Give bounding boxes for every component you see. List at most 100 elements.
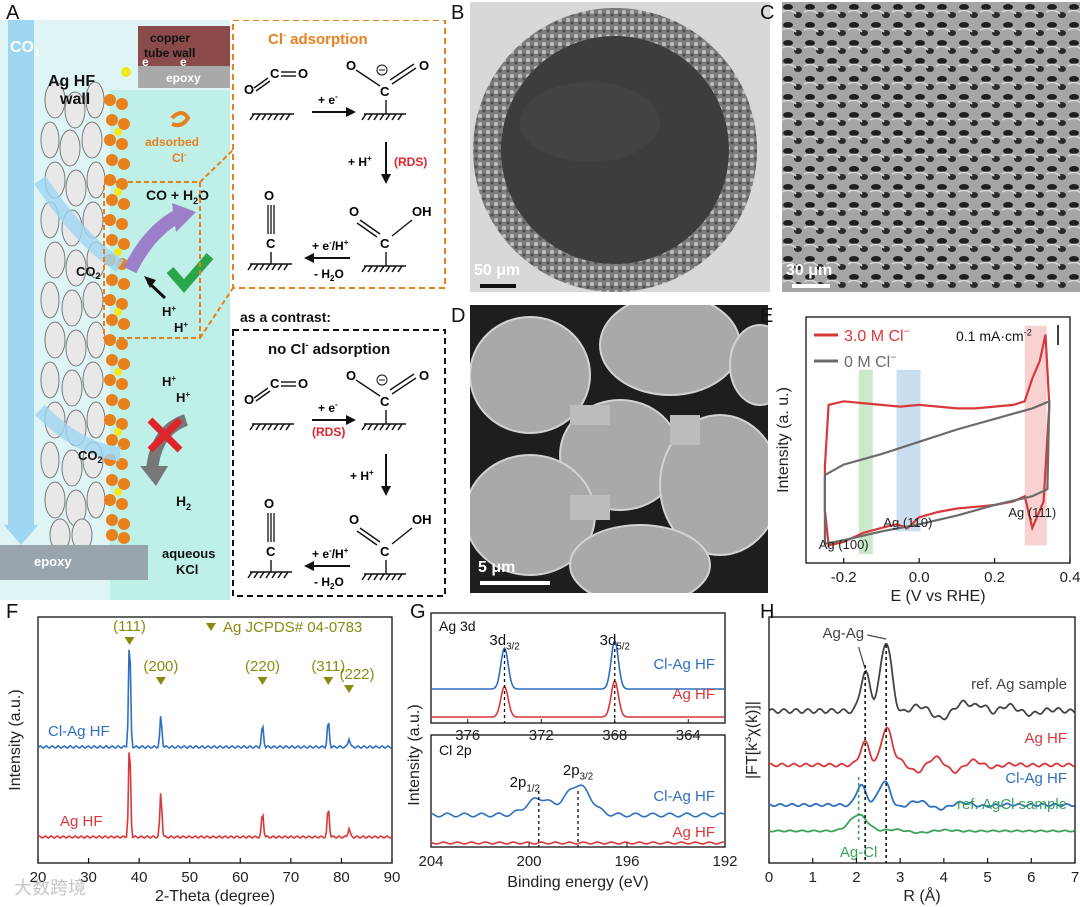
series-label-g-bot-0: Cl-Ag HF (653, 788, 715, 805)
band-ag111 (1024, 325, 1047, 546)
step-eh-1: + e-/H+ (312, 238, 349, 253)
xlabel-f: 2-Theta (degree) (155, 888, 275, 905)
xtick-label-h-6: 6 (1027, 869, 1035, 886)
xtick-label-e-1: 0.0 (909, 569, 930, 586)
electron-label-2: e (180, 55, 187, 69)
series-f-1 (37, 752, 393, 839)
rds-label-2: (RDS) (312, 425, 345, 439)
epoxy-bottom-label: epoxy (34, 554, 72, 569)
xtick-label-g-top-2: 368 (602, 727, 627, 744)
svg-text:C: C (270, 66, 280, 81)
scale-label-c: 30 μm (786, 262, 833, 279)
series-label-g-top-0: Cl-Ag HF (653, 656, 715, 673)
annot-e-2: Ag (111) (1008, 505, 1056, 520)
rds-label-1: (RDS) (394, 155, 427, 169)
step-h-2: + H+ (350, 468, 374, 483)
legend-label-e-1: 0 M Cl− (844, 353, 896, 371)
co-h2o-label: CO + H2O (146, 187, 209, 206)
xtick-label-f-3: 50 (181, 869, 198, 886)
chart-f: Cl-Ag HF Ag HF (111) (200) (220) (311)(222) Ag… (7, 616, 401, 905)
peak-label-g-bot-0: 2p1/2 (510, 774, 540, 795)
xtick-label-f-5: 70 (283, 869, 300, 886)
svg-text:O: O (264, 188, 274, 203)
cooh-radical-2: O O C (346, 368, 429, 424)
xtick-label-e-0: -0.2 (831, 569, 857, 586)
hplus-label-2: H+ (174, 320, 188, 335)
series-h-3 (768, 813, 1075, 835)
peak-marker-f-0 (124, 637, 135, 645)
xlabel-e: E (V vs RHE) (890, 588, 985, 605)
annot-e-1: Ag (110) (883, 515, 932, 530)
series-g-top-0 (431, 639, 725, 690)
scale-label-d: 5 μm (478, 559, 516, 576)
xtick-label-f-7: 90 (384, 869, 401, 886)
panel-label-f: F (6, 601, 19, 623)
peak-label-f-3: (311) (311, 658, 345, 675)
series-e-1 (823, 399, 1051, 546)
panel-a-schematic: CO2 copper tube wall epoxy e e (0, 20, 446, 600)
peak-label-f-0: (111) (113, 618, 146, 635)
co2-label-top: CO2 (10, 39, 40, 59)
panel-label-e: E (760, 305, 774, 327)
title-g-top: Ag 3d (439, 618, 476, 634)
plot-frame-h (768, 616, 1076, 864)
series-g-top-1 (431, 679, 725, 718)
series-label-f-0: Cl-Ag HF (48, 723, 110, 740)
band-ag110 (896, 369, 921, 532)
annot-arrow-h-1 (867, 634, 887, 640)
copper-wall-label-1: copper (150, 31, 190, 45)
xtick-label-h-0: 0 (765, 869, 773, 886)
svg-text:O: O (349, 512, 359, 527)
series-label-h-0: ref. Ag sample (971, 676, 1067, 693)
xtick-label-g-bot-3: 192 (712, 853, 737, 870)
series-label-f-1: Ag HF (60, 813, 103, 830)
series-h-1 (768, 726, 1075, 774)
peak-label-g-bot-1: 2p3/2 (563, 762, 593, 783)
series-h-0 (768, 642, 1076, 721)
svg-text:OH: OH (412, 204, 432, 219)
scale-bar-c (792, 284, 830, 288)
surface-hatch-1 (249, 113, 294, 121)
xtick-label-h-4: 4 (940, 869, 948, 886)
xtick-label-h-2: 2 (852, 869, 860, 886)
ag-hf-wall-label-1: Ag HF (48, 73, 95, 90)
hplus-label-4: H+ (176, 390, 190, 405)
legend-marker-f (206, 623, 216, 631)
svg-text:O: O (264, 496, 274, 511)
xlabel-g: Binding energy (eV) (507, 874, 648, 891)
aqueous-label-1: aqueous (162, 546, 215, 561)
annot-e-0: Ag (100) (819, 537, 869, 552)
scheme-bottom-title: no Cl- adsorption (268, 340, 390, 358)
plot-frame-g-top (430, 612, 726, 724)
ag-hf-wall-label-2: wall (59, 91, 90, 108)
xtick-label-g-bot-0: 204 (418, 853, 443, 870)
panel-label-d: D (451, 305, 466, 327)
svg-text:C: C (270, 376, 280, 391)
svg-text:C: C (380, 84, 390, 99)
contrast-label: as a contrast: (240, 309, 331, 325)
peak-marker-f-1 (155, 677, 166, 685)
legend-label-f: Ag JCPDS# 04-0783 (223, 619, 362, 636)
band-ag100 (858, 369, 873, 555)
step-h2o-2: - H2O (314, 575, 344, 591)
scale-label-b: 50 μm (474, 262, 521, 279)
h2-label: H2 (176, 493, 191, 512)
svg-text:O: O (419, 58, 429, 73)
scale-bar-d (480, 581, 550, 585)
series-label-g-top-1: Ag HF (672, 686, 715, 703)
electron-label-1: e (142, 55, 149, 69)
chart-e: -0.2 0.0 0.2 0.4 E (V vs RHE) Intensity (a. u… (775, 316, 1080, 605)
ylabel-h: |FT[k3χ(k)]| (745, 701, 761, 779)
panel-label-c: C (760, 2, 775, 24)
co2-label-lower: CO2 (78, 448, 103, 465)
scheme-top-title: Cl- adsorption (268, 30, 368, 48)
co2-molecule-1: O C O (244, 66, 308, 97)
peak-label-f-4: (222) (339, 666, 374, 683)
sem-image-b: 50 μm (470, 2, 770, 292)
sem-image-d: 5 μm (470, 305, 768, 593)
cooh-molecule-2: O C OH (349, 512, 432, 574)
xtick-label-f-6: 80 (333, 869, 350, 886)
step-eh-2: + e-/H+ (312, 546, 349, 561)
watermark: 大数跨境 (14, 878, 86, 899)
series-h-2 (768, 780, 1075, 811)
